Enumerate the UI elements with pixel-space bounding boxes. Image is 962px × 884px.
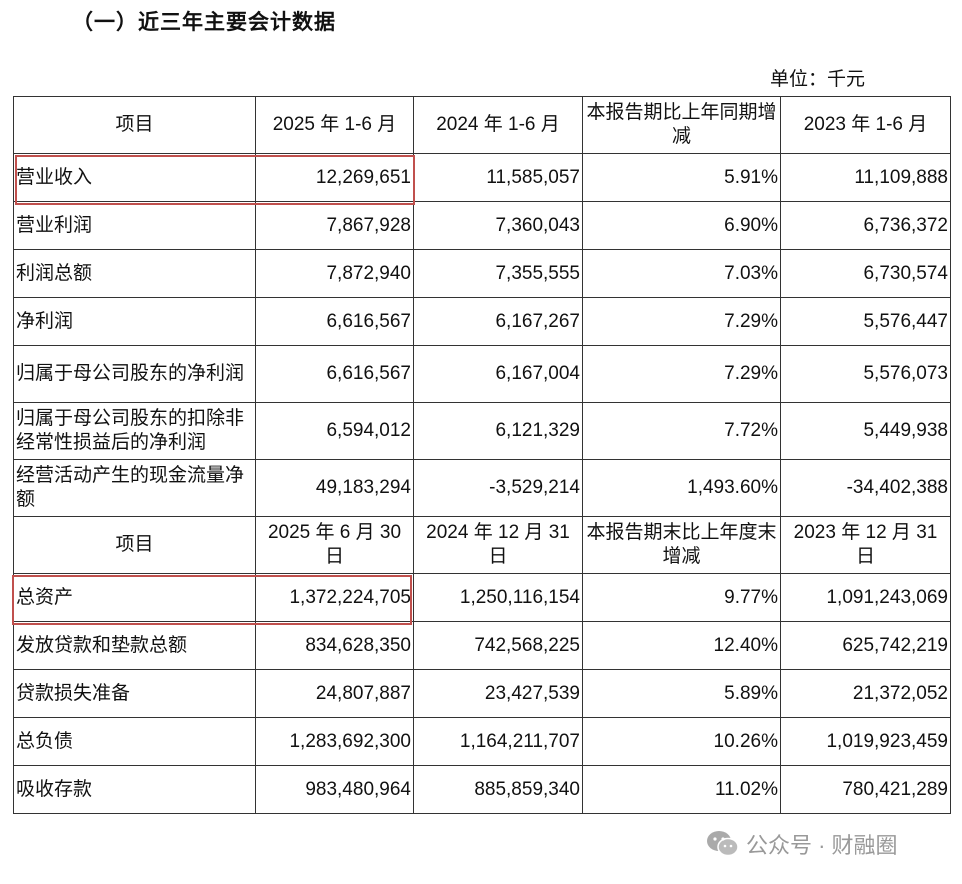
row-label: 归属于母公司股东的净利润 — [13, 345, 256, 403]
table-row: 营业利润 7,867,928 7,360,043 6.90% 6,736,372 — [13, 201, 951, 250]
cell-value: 6,736,372 — [780, 201, 951, 250]
row-label: 总资产 — [13, 573, 256, 622]
cell-value: 7.29% — [582, 297, 781, 346]
row-label: 净利润 — [13, 297, 256, 346]
cell-value: 7,355,555 — [413, 249, 583, 298]
table-row: 发放贷款和垫款总额 834,628,350 742,568,225 12.40% 625… — [13, 621, 951, 670]
table-row: 利润总额 7,872,940 7,355,555 7.03% 6,730,574 — [13, 249, 951, 298]
section-title: （一）近三年主要会计数据 — [72, 11, 336, 34]
cell-value: 6,167,267 — [413, 297, 583, 346]
row-label: 吸收存款 — [13, 765, 256, 814]
cell-value: 6,616,567 — [255, 297, 414, 346]
cell-value: 11,109,888 — [780, 153, 951, 202]
accounting-data-table: 项目 2025 年 1-6 月 2024 年 1-6 月本报告期比上年同期增减 202… — [13, 96, 951, 814]
cell-value: 7,867,928 — [255, 201, 414, 250]
cell-value: 1,019,923,459 — [780, 717, 951, 766]
cell-value: 7.72% — [582, 402, 781, 460]
watermark: 公众号 · 财融圈 — [706, 828, 898, 860]
cell-value: -3,529,214 — [413, 459, 583, 517]
cell-value: 6,594,012 — [255, 402, 414, 460]
table-row: 归属于母公司股东的净利润 6,616,567 6,167,004 7.29% 5,576… — [13, 345, 951, 403]
cell-value: 6,121,329 — [413, 402, 583, 460]
cell-value: 49,183,294 — [255, 459, 414, 517]
cell-value: 7.29% — [582, 345, 781, 403]
cell-value: 6,616,567 — [255, 345, 414, 403]
column-header: 2023 年 1-6 月 — [780, 96, 951, 154]
cell-value: 11.02% — [582, 765, 781, 814]
table-row: 吸收存款 983,480,964 885,859,340 11.02% 780,421,… — [13, 765, 951, 814]
table-row: 归属于母公司股东的扣除非经常性损益后的净利润 6,594,012 6,121,329… — [13, 402, 951, 460]
cell-value: 983,480,964 — [255, 765, 414, 814]
table-row: 总资产 1,372,224,705 1,250,116,154 9.77% 1,091,… — [13, 573, 951, 622]
watermark-text: 公众号 · 财融圈 — [746, 833, 898, 858]
table-row: 总负债 1,283,692,300 1,164,211,707 10.26% 1,019… — [13, 717, 951, 766]
cell-value: 9.77% — [582, 573, 781, 622]
cell-value: 5,449,938 — [780, 402, 951, 460]
row-label: 营业利润 — [13, 201, 256, 250]
cell-value: 1,091,243,069 — [780, 573, 951, 622]
cell-value: 1,493.60% — [582, 459, 781, 517]
cell-value: 5,576,447 — [780, 297, 951, 346]
unit-label: 单位：千元 — [770, 69, 866, 90]
cell-value: 12,269,651 — [255, 153, 414, 202]
column-header: 2024 年 12 月 31 日 — [413, 516, 583, 574]
table-row: 经营活动产生的现金流量净额 49,183,294 -3,529,214 1,493.6… — [13, 459, 951, 517]
column-header: 2024 年 1-6 月 — [413, 96, 583, 154]
column-header: 本报告期末比上年度末增减 — [582, 516, 781, 574]
row-label: 营业收入 — [13, 153, 256, 202]
cell-value: 1,283,692,300 — [255, 717, 414, 766]
row-label: 发放贷款和垫款总额 — [13, 621, 256, 670]
table-row: 净利润 6,616,567 6,167,267 7.29% 5,576,447 — [13, 297, 951, 346]
cell-value: 5.91% — [582, 153, 781, 202]
row-label: 总负债 — [13, 717, 256, 766]
cell-value: 5.89% — [582, 669, 781, 718]
cell-value: 1,250,116,154 — [413, 573, 583, 622]
cell-value: 12.40% — [582, 621, 781, 670]
row-label: 贷款损失准备 — [13, 669, 256, 718]
cell-value: 625,742,219 — [780, 621, 951, 670]
cell-value: 23,427,539 — [413, 669, 583, 718]
cell-value: 6,730,574 — [780, 249, 951, 298]
cell-value: 7,872,940 — [255, 249, 414, 298]
cell-value: 11,585,057 — [413, 153, 583, 202]
table-row: 贷款损失准备 24,807,887 23,427,539 5.89% 21,372,05… — [13, 669, 951, 718]
row-label: 利润总额 — [13, 249, 256, 298]
column-header: 本报告期比上年同期增减 — [582, 96, 781, 154]
row-label: 归属于母公司股东的扣除非经常性损益后的净利润 — [13, 402, 256, 460]
cell-value: 5,576,073 — [780, 345, 951, 403]
cell-value: 6.90% — [582, 201, 781, 250]
cell-value: 834,628,350 — [255, 621, 414, 670]
cell-value: 7.03% — [582, 249, 781, 298]
cell-value: 24,807,887 — [255, 669, 414, 718]
cell-value: 885,859,340 — [413, 765, 583, 814]
row-label: 经营活动产生的现金流量净额 — [13, 459, 256, 517]
cell-value: 1,372,224,705 — [255, 573, 414, 622]
cell-value: -34,402,388 — [780, 459, 951, 517]
cell-value: 21,372,052 — [780, 669, 951, 718]
table-row: 营业收入 12,269,651 11,585,057 5.91% 11,109,888 — [13, 153, 951, 202]
column-header: 2025 年 6 月 30 日 — [255, 516, 414, 574]
cell-value: 780,421,289 — [780, 765, 951, 814]
cell-value: 7,360,043 — [413, 201, 583, 250]
section1-header-row: 项目 2025 年 1-6 月 2024 年 1-6 月本报告期比上年同期增减 202… — [13, 96, 951, 154]
cell-value: 1,164,211,707 — [413, 717, 583, 766]
column-header: 项目 — [13, 516, 256, 574]
cell-value: 10.26% — [582, 717, 781, 766]
column-header: 项目 — [13, 96, 256, 154]
cell-value: 742,568,225 — [413, 621, 583, 670]
section2-header-row: 项目 2025 年 6 月 30 日 2024 年 12 月 31 日本报告期末比上… — [13, 516, 951, 574]
column-header: 2025 年 1-6 月 — [255, 96, 414, 154]
column-header: 2023 年 12 月 31 日 — [780, 516, 951, 574]
cell-value: 6,167,004 — [413, 345, 583, 403]
wechat-icon — [707, 831, 739, 857]
